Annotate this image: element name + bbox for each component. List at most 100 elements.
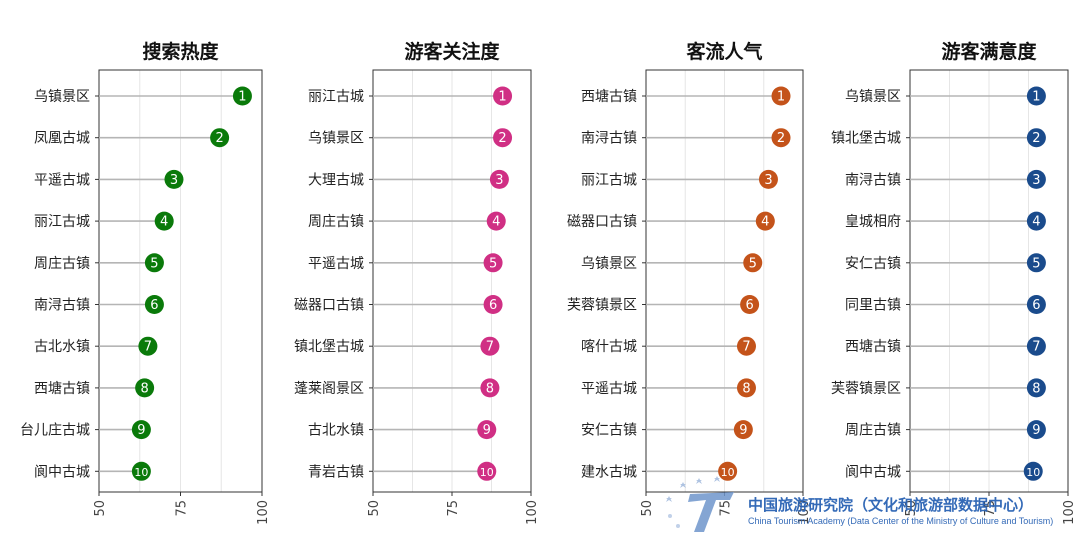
data-point	[718, 461, 738, 481]
data-point	[477, 461, 497, 481]
x-tick-label: 50	[640, 500, 655, 517]
category-label: 平遥古城	[34, 172, 90, 188]
chart-panel: 客流人气 50 75 100 西塘古镇 1 南浔古镇 2 丽江古城 3 磁器口古镇 4 乌镇景区 5 芙蓉镇…	[567, 40, 812, 525]
data-point	[1026, 211, 1046, 231]
rank-label: 5	[489, 256, 497, 271]
rank-label: 7	[144, 340, 152, 355]
chart-panel: 游客关注度 50 75 100 丽江古城 1 乌镇景区 2 大理古城 3 周庄古镇 4 平遥古城 5 磁器口…	[294, 40, 540, 525]
category-label: 磁器口古镇	[567, 214, 637, 230]
category-label: 凤凰古城	[34, 131, 90, 147]
data-point	[1026, 86, 1046, 106]
category-label: 阆中古城	[34, 464, 90, 480]
data-point	[135, 378, 155, 398]
chart-title: 游客满意度	[941, 40, 1037, 63]
category-label: 皇城相府	[845, 214, 901, 230]
data-point	[1026, 128, 1046, 148]
category-label: 南浔古镇	[845, 172, 901, 188]
x-tick-label: 75	[175, 500, 190, 517]
rank-label: 6	[489, 298, 497, 313]
data-point	[164, 169, 184, 189]
category-label: 乌镇景区	[308, 131, 364, 147]
rank-label: 2	[215, 131, 223, 146]
x-tick-label: 100	[1062, 500, 1077, 525]
rank-label: 3	[764, 173, 772, 188]
category-label: 西塘古镇	[845, 339, 901, 355]
watermark-english-text: China Tourism Academy (Data Center of th…	[748, 516, 1054, 526]
data-point	[743, 253, 763, 273]
category-label: 周庄古镇	[34, 255, 90, 272]
rank-label: 3	[1032, 173, 1040, 188]
x-tick-label: 50	[904, 500, 919, 517]
chart-title: 搜索热度	[142, 40, 219, 63]
data-point	[1026, 336, 1046, 356]
rank-label: 4	[1032, 215, 1040, 230]
data-point	[480, 378, 500, 398]
data-point	[131, 461, 151, 481]
rank-label: 8	[140, 381, 148, 396]
data-point	[736, 336, 756, 356]
category-label: 青岩古镇	[308, 464, 364, 480]
data-point	[483, 295, 503, 314]
category-label: 平遥古城	[581, 381, 637, 397]
rank-label: 6	[150, 298, 158, 313]
rank-label: 2	[1032, 131, 1040, 146]
rank-label: 7	[486, 340, 494, 355]
data-point	[1026, 420, 1046, 440]
watermark-chinese-text: 中国旅游研究院（文化和旅游部数据中心）	[748, 496, 1034, 514]
category-label: 安仁古镇	[581, 423, 637, 439]
data-point	[1026, 253, 1046, 273]
rank-label: 9	[137, 423, 145, 438]
data-point	[144, 253, 164, 273]
rank-label: 4	[761, 215, 769, 230]
data-point	[736, 378, 756, 398]
x-tick-label: 75	[719, 500, 734, 517]
category-label: 阆中古城	[845, 464, 901, 480]
rank-label: 1	[238, 90, 246, 105]
data-point	[477, 420, 497, 440]
chart-title: 游客关注度	[404, 40, 500, 63]
category-label: 周庄古镇	[308, 213, 364, 230]
rank-label: 4	[160, 215, 168, 230]
data-point	[493, 128, 513, 148]
category-label: 平遥古城	[308, 256, 364, 272]
chart-panel: 游客满意度 50 75 100 乌镇景区 1 镇北堡古城 2 南浔古镇 3 皇城相府 4 安仁古镇 5 同里…	[831, 40, 1077, 525]
data-point	[771, 128, 791, 148]
category-label: 安仁古镇	[845, 256, 901, 272]
data-point	[1026, 378, 1046, 398]
category-label: 同里古镇	[845, 298, 901, 314]
rank-label: 3	[170, 173, 178, 188]
data-point	[489, 169, 509, 189]
category-label: 乌镇景区	[845, 89, 901, 105]
x-tick-label: 75	[983, 500, 998, 517]
data-point	[771, 86, 791, 106]
chart-panel: 搜索热度 50 75 100 乌镇景区 1 凤凰古城 2 平遥古城 3 丽江古城 4 周庄古镇 5 南浔古镇…	[20, 40, 271, 525]
category-label: 蓬莱阁景区	[294, 381, 364, 397]
data-point	[755, 211, 775, 231]
x-tick-label: 75	[446, 500, 461, 517]
data-point	[1026, 169, 1046, 189]
data-point	[154, 211, 174, 231]
data-point	[483, 253, 503, 273]
rank-label: 6	[1032, 298, 1040, 313]
rank-label: 9	[483, 423, 491, 438]
category-label: 古北水镇	[34, 339, 90, 355]
data-point	[1026, 295, 1046, 314]
category-label: 西塘古镇	[581, 89, 637, 105]
data-point	[740, 295, 760, 314]
data-point	[210, 128, 230, 148]
rank-label: 9	[739, 423, 747, 438]
data-point	[138, 336, 158, 356]
rank-label: 10	[1026, 466, 1040, 479]
rank-label: 3	[495, 173, 503, 188]
rank-label: 10	[721, 466, 735, 479]
rank-label: 1	[777, 90, 785, 105]
category-label: 磁器口古镇	[294, 298, 364, 314]
rank-label: 1	[498, 90, 506, 105]
rank-label: 10	[134, 466, 148, 479]
category-label: 芙蓉镇景区	[567, 297, 637, 314]
data-point	[1023, 461, 1043, 481]
category-label: 镇北堡古城	[294, 339, 364, 355]
rank-label: 8	[742, 381, 750, 396]
x-tick-label: 50	[93, 500, 108, 517]
category-label: 建水古城	[581, 464, 637, 480]
